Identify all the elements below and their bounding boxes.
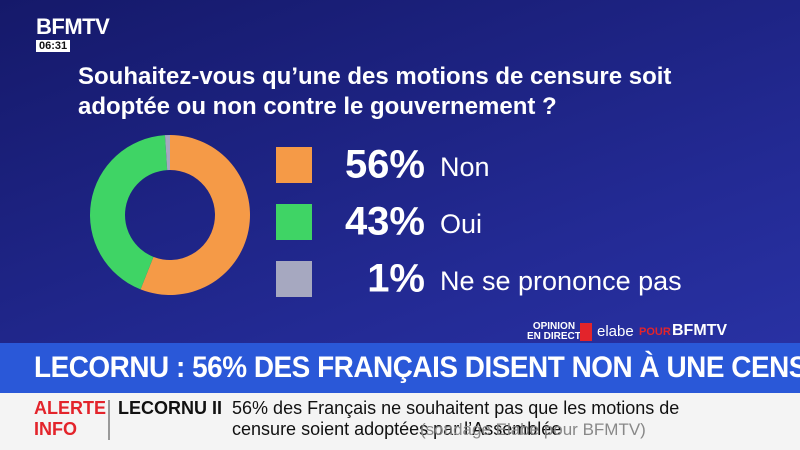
source-line: EN DIRECT <box>527 331 581 342</box>
wedge <box>140 135 251 295</box>
value-label: 56% <box>345 143 425 187</box>
chart: 56% Non 43% Oui 1% Ne se prononce pas <box>90 135 682 301</box>
legend-label: Oui <box>440 209 482 239</box>
legend-swatch <box>276 261 312 297</box>
ticker <box>0 393 800 450</box>
value-label: 43% <box>345 200 425 244</box>
wedge <box>90 135 168 290</box>
chart-title: Souhaitez-vous qu’une des motions de cen… <box>78 63 672 120</box>
alert-tag: INFO <box>34 419 77 439</box>
channel-logo: BFMTV <box>36 14 110 39</box>
source-brand: elabe <box>597 323 634 340</box>
legend-swatch <box>276 147 312 183</box>
source-line: OPINION <box>532 321 576 332</box>
ticker-text: 56% des Français ne souhaitent pas que l… <box>232 398 680 439</box>
legend-label: Non <box>440 152 490 182</box>
legend-swatch <box>276 204 312 240</box>
alert-tag: ALERTE <box>34 398 106 418</box>
clock: 06:31 <box>36 40 71 52</box>
ticker-source: (sondage Elabe pour BFMTV) <box>420 420 646 439</box>
elabe-icon <box>580 323 592 341</box>
source-badge: OPINION EN DIRECT <box>527 322 581 342</box>
ticker-subject: LECORNU II <box>118 398 223 418</box>
value-label: 1% <box>367 257 425 301</box>
headline: LECORNU : 56% DES FRANÇAIS DISENT NON À … <box>34 351 800 384</box>
headline-band <box>0 343 800 393</box>
wedge <box>164 135 170 171</box>
source-channel: BFMTV <box>672 322 728 339</box>
ticker-line: LECORNU II 56% des Français ne souhaiten… <box>118 398 712 440</box>
divider <box>108 400 110 440</box>
source-pour: POUR <box>639 326 671 338</box>
legend-label: Ne se prononce pas <box>440 266 682 296</box>
